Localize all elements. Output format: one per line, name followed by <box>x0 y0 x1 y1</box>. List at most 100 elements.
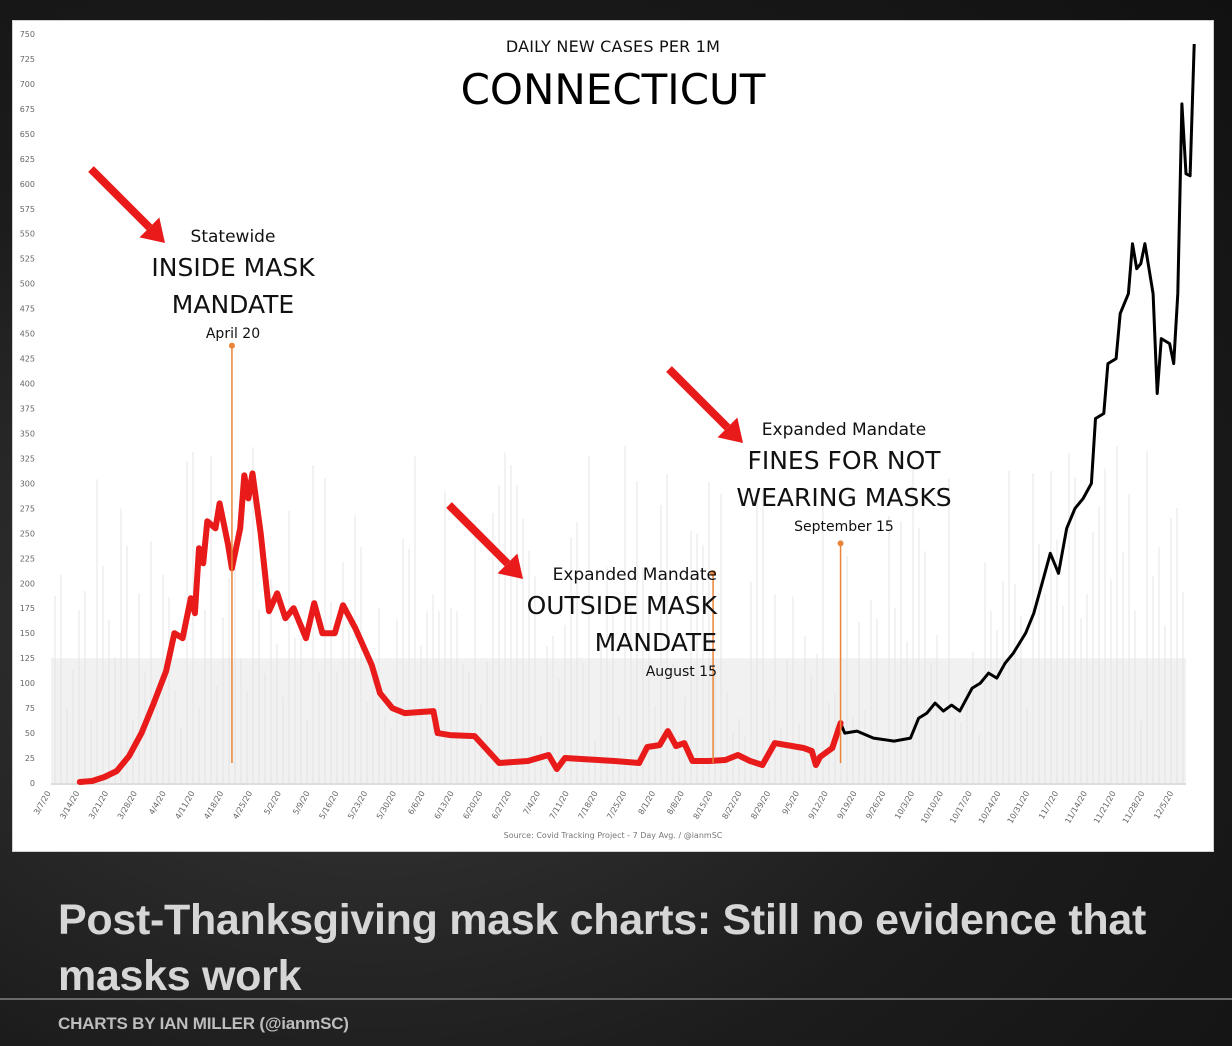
y-tick-label: 75 <box>25 704 35 713</box>
x-tick-label: 7/25/20 <box>605 790 628 821</box>
annotation-august: Expanded Mandate OUTSIDE MASK MANDATE Au… <box>493 563 717 683</box>
annotation-september-date: September 15 <box>794 519 894 535</box>
annotation-september-pre: Expanded Mandate <box>761 420 927 440</box>
y-tick-label: 325 <box>20 454 35 463</box>
x-tick-label: 7/4/20 <box>521 790 542 817</box>
arrow-april-head <box>139 217 165 243</box>
y-tick-label: 650 <box>20 130 35 139</box>
chart-subtitle: DAILY NEW CASES PER 1M <box>505 37 721 56</box>
y-tick-label: 275 <box>20 504 35 513</box>
y-tick-label: 125 <box>20 654 35 663</box>
series-line-after-mandates <box>839 43 1196 743</box>
x-tick-label: 10/10/20 <box>919 790 945 826</box>
x-tick-label: 5/2/20 <box>262 790 283 817</box>
y-tick-label: 50 <box>25 729 35 738</box>
y-tick-label: 200 <box>20 579 35 588</box>
arrow-august-shaft <box>446 502 511 567</box>
annotation-september: Expanded Mandate FINES FOR NOT WEARING M… <box>719 418 969 538</box>
x-tick-label: 11/21/20 <box>1092 790 1118 826</box>
chart-title: CONNECTICUT <box>460 65 766 114</box>
chart-source: Source: Covid Tracking Project - 7 Day A… <box>503 831 723 840</box>
annotation-september-main-2: WEARING MASKS <box>736 483 952 512</box>
y-tick-label: 550 <box>20 230 35 239</box>
annotation-marker-dot <box>710 570 717 577</box>
y-tick-label: 100 <box>20 679 35 688</box>
y-tick-label: 350 <box>20 429 35 438</box>
x-tick-label: 6/20/20 <box>461 790 484 821</box>
x-tick-label: 11/28/20 <box>1121 790 1147 826</box>
y-tick-label: 675 <box>20 105 35 114</box>
annotation-april-date: April 20 <box>205 326 261 342</box>
x-tick-label: 3/28/20 <box>116 790 139 821</box>
annotation-august-main-1: OUTSIDE MASK <box>526 591 717 620</box>
chart-svg: 0 25 50 75 100 125 150 175 200 225 250 275 300 325 350… <box>20 30 1196 826</box>
x-tick-label: 6/27/20 <box>490 790 513 821</box>
annotation-august-main-2: MANDATE <box>594 628 717 657</box>
x-tick-label: 10/24/20 <box>977 790 1003 826</box>
y-tick-label: 0 <box>30 779 35 788</box>
y-tick-label: 25 <box>25 754 35 763</box>
y-tick-label: 175 <box>20 604 35 613</box>
annotation-marker-dot <box>837 540 844 547</box>
x-tick-label: 4/18/20 <box>202 790 225 821</box>
y-tick-label: 425 <box>20 355 35 364</box>
x-tick-label: 8/29/20 <box>749 790 772 821</box>
x-tick-label: 8/8/20 <box>665 790 686 817</box>
x-tick-label: 10/31/20 <box>1006 790 1032 826</box>
x-tick-label: 6/6/20 <box>406 790 427 817</box>
annotation-april-pre: Statewide <box>190 227 276 247</box>
series-line-mandate-period <box>76 470 844 785</box>
y-tick-label: 400 <box>20 380 35 389</box>
x-tick-label: 11/7/20 <box>1037 790 1060 821</box>
y-tick-label: 625 <box>20 155 35 164</box>
y-tick-label: 700 <box>20 80 35 89</box>
x-tick-label: 8/1/20 <box>637 790 658 817</box>
x-tick-label: 5/16/20 <box>317 790 340 821</box>
x-tick-label: 3/21/20 <box>87 790 110 821</box>
x-tick-label: 5/23/20 <box>346 790 369 821</box>
y-tick-label: 450 <box>20 330 35 339</box>
annotation-april-main-2: MANDATE <box>171 290 295 319</box>
y-tick-label: 750 <box>20 30 35 39</box>
x-tick-label: 10/3/20 <box>893 790 916 821</box>
x-tick-label: 9/12/20 <box>807 790 830 821</box>
annotation-august-date: August 15 <box>645 664 717 680</box>
x-tick-label: 8/22/20 <box>720 790 743 821</box>
y-tick-label: 225 <box>20 554 35 563</box>
y-tick-label: 525 <box>20 255 35 264</box>
x-tick-label: 5/9/20 <box>291 790 312 817</box>
x-tick-label: 4/4/20 <box>147 790 168 817</box>
x-tick-label: 7/18/20 <box>576 790 599 821</box>
x-tick-label: 12/5/20 <box>1152 790 1175 821</box>
x-tick-label: 9/5/20 <box>781 790 802 817</box>
annotation-september-main-1: FINES FOR NOT <box>747 446 941 475</box>
x-tick-label: 9/19/20 <box>836 790 859 821</box>
y-tick-label: 300 <box>20 479 35 488</box>
chart-frame: 0 25 50 75 100 125 150 175 200 225 250 275 300 325 350… <box>12 20 1214 852</box>
y-tick-label: 600 <box>20 180 35 189</box>
annotation-april: Statewide INSIDE MASK MANDATE April 20 <box>133 225 333 345</box>
x-tick-label: 3/14/20 <box>58 790 81 821</box>
x-tick-label: 10/17/20 <box>948 790 974 826</box>
arrow-september-shaft <box>666 366 731 431</box>
article-headline[interactable]: Post-Thanksgiving mask charts: Still no … <box>58 896 1147 1000</box>
y-tick-label: 375 <box>20 405 35 414</box>
y-tick-label: 725 <box>20 55 35 64</box>
x-tick-label: 3/7/20 <box>32 790 53 817</box>
x-tick-label: 9/26/20 <box>864 790 887 821</box>
y-tick-label: 150 <box>20 629 35 638</box>
annotation-marker-dot <box>228 342 235 349</box>
article-byline: CHARTS BY IAN MILLER (@ianmSC) <box>58 1014 349 1033</box>
x-tick-label: 5/30/20 <box>375 790 398 821</box>
y-tick-label: 250 <box>20 529 35 538</box>
y-tick-label: 500 <box>20 280 35 289</box>
y-tick-label: 575 <box>20 205 35 214</box>
x-tick-label: 6/13/20 <box>433 790 456 821</box>
annotation-april-main-1: INSIDE MASK <box>151 253 315 282</box>
x-tick-label: 8/15/20 <box>692 790 715 821</box>
x-tick-label: 7/11/20 <box>548 790 571 821</box>
x-tick-label: 4/25/20 <box>231 790 254 821</box>
arrow-september-head <box>717 417 743 443</box>
x-tick-label: 4/11/20 <box>173 790 196 821</box>
arrow-april-shaft <box>88 166 153 231</box>
